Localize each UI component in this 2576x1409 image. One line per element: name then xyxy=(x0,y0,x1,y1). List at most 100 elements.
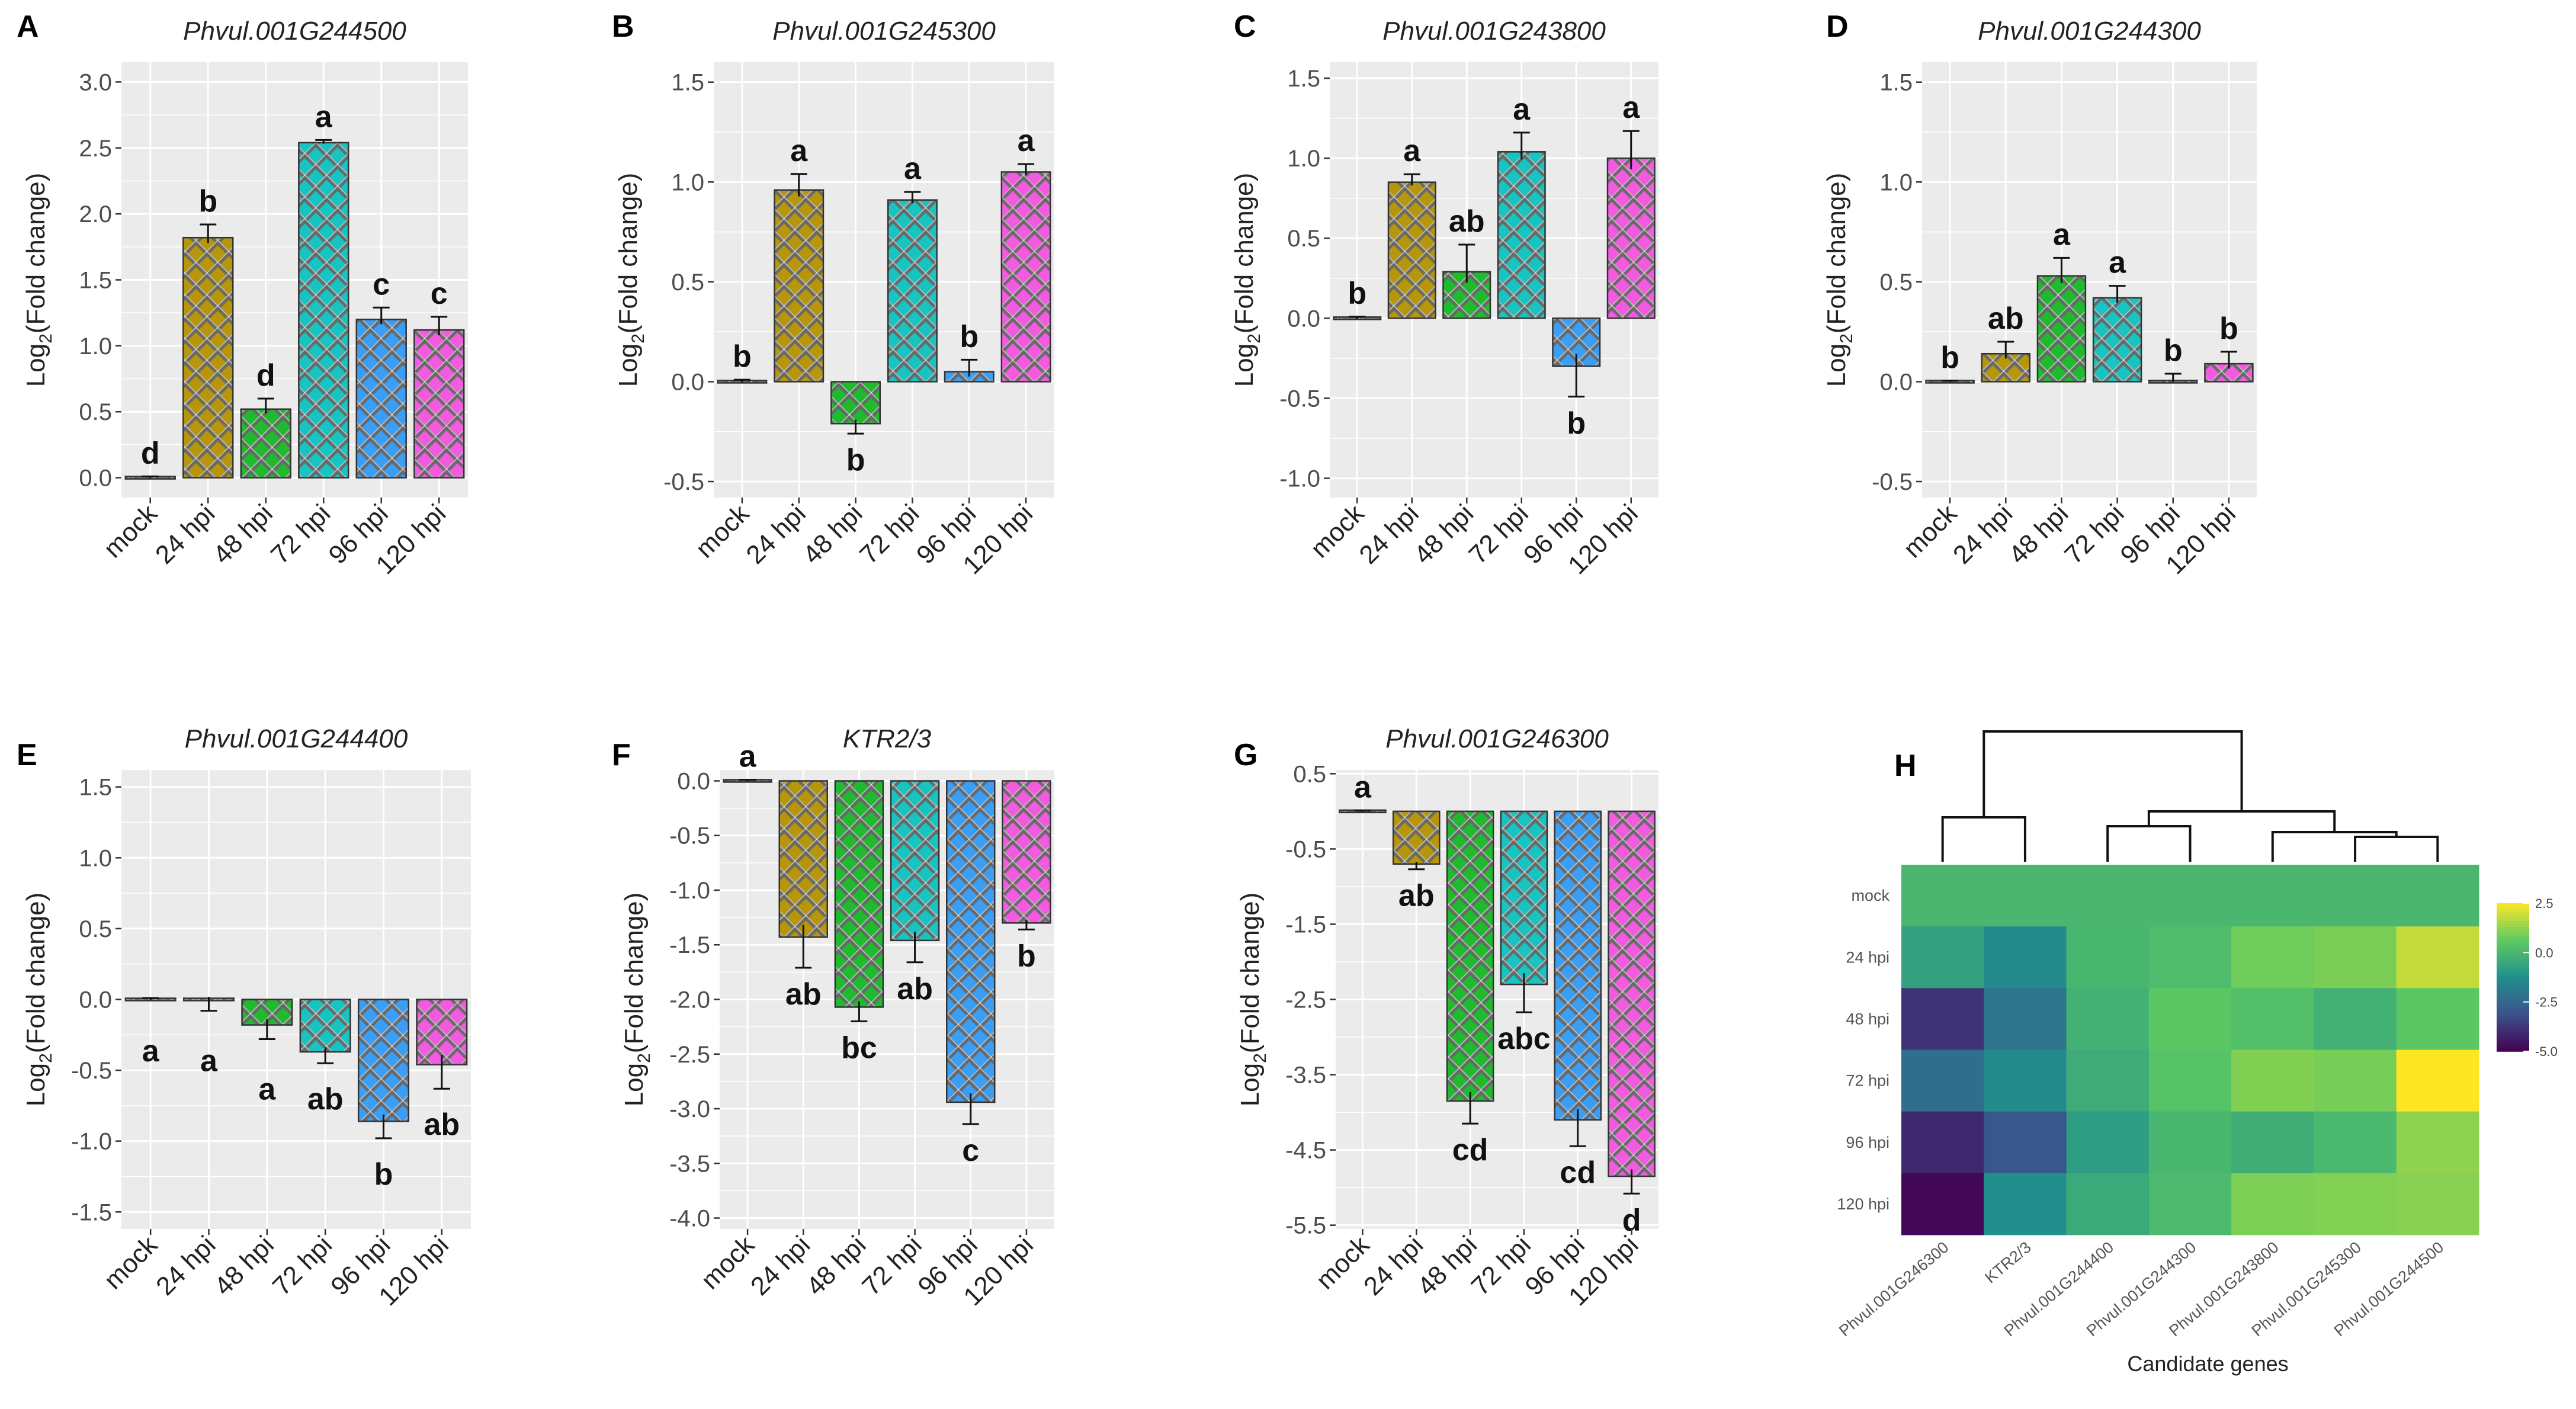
heatmap-cell xyxy=(2148,865,2232,927)
y-tick-label: 0.5 xyxy=(1293,761,1326,787)
y-tick-label: 3.0 xyxy=(79,69,112,95)
significance-letter: a xyxy=(258,1072,276,1106)
heatmap-row-label: 48 hpi xyxy=(1846,1010,1890,1028)
y-tick-label: 0.5 xyxy=(671,269,704,296)
significance-letter: abc xyxy=(1497,1022,1551,1056)
bar-96-hpi: c xyxy=(355,267,407,479)
heatmap-cell xyxy=(2066,1111,2150,1174)
significance-letter: ab xyxy=(1449,204,1485,239)
bar-hatch xyxy=(1446,810,1494,1102)
colorbar-tick-label: 2.5 xyxy=(2535,896,2553,911)
heatmap-cell xyxy=(2066,988,2150,1050)
bar-96-hpi: b xyxy=(2148,333,2198,384)
significance-letter: b xyxy=(198,184,217,219)
significance-letter: b xyxy=(2164,333,2183,368)
heatmap-cell xyxy=(2314,1173,2397,1235)
y-tick-label: -2.5 xyxy=(669,1042,710,1068)
panel-letter: F xyxy=(612,738,631,772)
colorbar-segment xyxy=(2497,968,2529,972)
bar-24-hpi: a xyxy=(774,134,825,383)
heatmap-row-label: 120 hpi xyxy=(1837,1195,1890,1213)
colorbar-segment xyxy=(2497,942,2529,945)
colorbar-segment xyxy=(2497,1042,2529,1046)
y-axis-label-tail: (Fold change) xyxy=(1236,893,1265,1053)
bar-hatch xyxy=(299,999,351,1053)
colorbar-segment xyxy=(2497,977,2529,981)
heatmap-row-label: 96 hpi xyxy=(1846,1134,1890,1151)
bar-72-hpi: abc xyxy=(1497,810,1551,1056)
panel-title: KTR2/3 xyxy=(843,724,932,753)
x-tick-label: 48 hpi xyxy=(797,499,868,569)
heatmap-cell xyxy=(2066,1049,2150,1112)
x-tick-label: 72 hpi xyxy=(265,499,336,569)
heatmap-row-label: 24 hpi xyxy=(1846,948,1890,966)
bar-96-hpi: b xyxy=(944,319,995,383)
heatmap-cell xyxy=(1901,926,1984,988)
significance-letter: ab xyxy=(307,1082,344,1116)
colorbar-segment xyxy=(2497,909,2529,913)
heatmap-cell xyxy=(2314,988,2397,1050)
y-axis-label: Log2(Fold change) xyxy=(1822,173,1856,387)
x-tick-label: 48 hpi xyxy=(207,499,278,569)
bar-hatch xyxy=(355,319,407,479)
y-tick-label: -0.5 xyxy=(1279,386,1320,412)
significance-letter: d xyxy=(256,358,275,393)
bar-hatch xyxy=(830,381,881,425)
colorbar-segment xyxy=(2497,930,2529,933)
y-tick-label: -4.5 xyxy=(1285,1138,1326,1164)
heatmap-cell xyxy=(2148,926,2232,988)
colorbar-segment xyxy=(2497,1039,2529,1043)
colorbar-segment xyxy=(2497,954,2529,957)
heatmap-cell xyxy=(2148,1049,2232,1112)
y-tick-label: -3.5 xyxy=(1285,1063,1326,1089)
bar-24-hpi: a xyxy=(1387,134,1436,319)
colorbar-segment xyxy=(2497,936,2529,939)
y-axis-label-main: Log xyxy=(1236,1063,1265,1106)
significance-letter: a xyxy=(315,100,333,134)
colorbar-segment xyxy=(2497,1022,2529,1025)
panel-title: Phvul.001G244400 xyxy=(185,724,408,753)
y-axis-label-subscript: 2 xyxy=(628,333,648,344)
y-axis-label-tail: (Fold change) xyxy=(620,893,649,1053)
significance-letter: a xyxy=(2053,217,2071,252)
significance-letter: b xyxy=(960,319,979,354)
significance-letter: ab xyxy=(785,977,822,1012)
colorbar-tick-label: -5.0 xyxy=(2535,1044,2558,1059)
y-tick-label: 0.0 xyxy=(79,987,112,1013)
x-tick-label: 72 hpi xyxy=(854,499,925,569)
x-tick-label: 24 hpi xyxy=(150,1230,221,1301)
x-tick-label: 24 hpi xyxy=(1358,1230,1429,1301)
y-axis-label-subscript: 2 xyxy=(1244,333,1264,344)
colorbar-segment xyxy=(2497,1013,2529,1016)
panel-title: Phvul.001G245300 xyxy=(772,17,996,46)
significance-letter: a xyxy=(142,1034,160,1068)
heatmap-cell xyxy=(2396,1111,2479,1174)
colorbar-segment xyxy=(2497,921,2529,925)
bar-48-hpi: bc xyxy=(834,780,884,1065)
heatmap-row-label: mock xyxy=(1851,887,1890,904)
heatmap-cell xyxy=(2314,1049,2397,1112)
heatmap-cell xyxy=(1901,1111,1984,1174)
y-tick-label: -1.5 xyxy=(1285,911,1326,938)
colorbar-segment xyxy=(2497,903,2529,907)
significance-letter: b xyxy=(733,339,752,374)
colorbar-segment xyxy=(2497,1045,2529,1049)
x-tick-label: 48 hpi xyxy=(1412,1230,1483,1301)
y-tick-label: 0.5 xyxy=(79,399,112,425)
significance-letter: a xyxy=(1354,771,1372,805)
y-tick-label: 1.5 xyxy=(79,268,112,294)
bar-96-hpi: cd xyxy=(1554,810,1602,1190)
y-axis-label: Log2(Fold change) xyxy=(21,893,56,1107)
colorbar-segment xyxy=(2497,1007,2529,1010)
colorbar-segment xyxy=(2497,989,2529,993)
colorbar-segment xyxy=(2497,915,2529,919)
colorbar-segment xyxy=(2497,939,2529,942)
y-axis-label: Log2(Fold change) xyxy=(1230,173,1264,387)
heatmap-cell xyxy=(1901,865,1984,927)
heatmap-column-label: Phvul.001G246300 xyxy=(1836,1238,1952,1340)
y-tick-label: -1.5 xyxy=(71,1199,112,1225)
y-axis-label: Log2(Fold change) xyxy=(614,173,648,387)
